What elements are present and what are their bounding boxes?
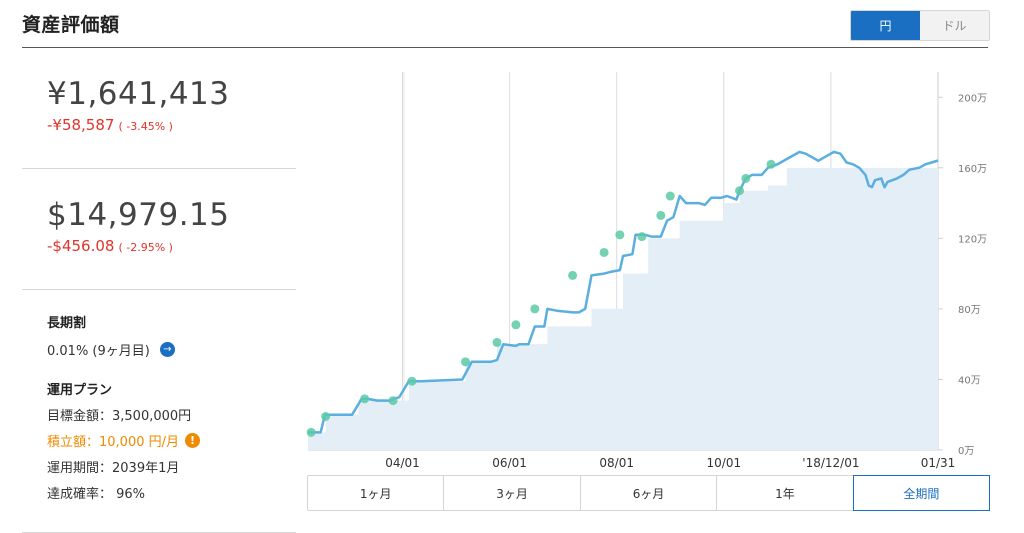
jpy-change: -¥58,587( -3.45% ) xyxy=(47,116,296,134)
page-title: 資産評価額 xyxy=(22,14,120,36)
tab-1-year[interactable]: 1年 xyxy=(717,476,854,510)
deposit-marker xyxy=(388,396,398,406)
tab-3-months[interactable]: 3ヶ月 xyxy=(444,476,581,510)
plan-probability: 達成確率： 96% xyxy=(47,487,146,502)
deposit-marker xyxy=(741,173,751,183)
deposit-marker xyxy=(530,304,540,314)
title-divider xyxy=(22,47,988,48)
x-tick-label: 04/01 xyxy=(385,456,420,470)
x-tick-label: 01/31 xyxy=(921,456,956,470)
plan-section: 長期割 0.01% (9ヶ月目) → 運用プラン 目標金額：3,500,000円… xyxy=(22,290,296,533)
asset-value-line xyxy=(308,150,939,434)
usd-change-pct: ( -2.95% ) xyxy=(118,241,173,254)
deposit-marker xyxy=(360,394,370,404)
x-tick-label: 08/01 xyxy=(599,456,634,470)
currency-jpy-button[interactable]: 円 xyxy=(851,11,920,40)
x-axis-ticks: 04/01 06/01 08/01 10/01 '18/12/01 01/31 xyxy=(385,456,955,470)
deposit-marker xyxy=(599,247,609,257)
chart-markers xyxy=(306,159,776,437)
deposit-marker xyxy=(321,411,331,421)
deposit-marker xyxy=(407,376,417,386)
deposit-marker xyxy=(665,191,675,201)
tab-1-month[interactable]: 1ヶ月 xyxy=(308,476,445,510)
deposit-marker xyxy=(615,230,625,240)
y-axis-ticks: 0万 40万 80万 120万 160万 200万 xyxy=(938,93,987,457)
y-tick-label: 80万 xyxy=(958,305,981,316)
x-tick-label: '18/12/01 xyxy=(802,456,859,470)
y-tick-label: 40万 xyxy=(958,375,981,386)
tab-6-months[interactable]: 6ヶ月 xyxy=(581,476,718,510)
y-tick-label: 160万 xyxy=(958,164,987,175)
currency-usd-button[interactable]: ドル xyxy=(920,11,989,40)
y-tick-label: 200万 xyxy=(958,93,987,104)
y-tick-label: 0万 xyxy=(958,446,974,457)
x-tick-label: 06/01 xyxy=(492,456,527,470)
period-tabs: 1ヶ月 3ヶ月 6ヶ月 1年 全期間 xyxy=(307,475,991,511)
plan-target: 目標金額：3,500,000円 xyxy=(47,409,192,424)
deposit-marker xyxy=(637,232,647,242)
y-tick-label: 120万 xyxy=(958,234,987,245)
jpy-summary: ¥1,641,413 -¥58,587( -3.45% ) xyxy=(22,48,296,169)
plan-title: 運用プラン xyxy=(47,383,113,398)
deposit-marker xyxy=(568,270,578,280)
usd-change: -$456.08( -2.95% ) xyxy=(47,237,296,255)
plan-monthly-row: 積立額：10,000 円/月 ! xyxy=(47,431,296,450)
currency-toggle: 円 ドル xyxy=(850,10,990,41)
deposit-marker xyxy=(735,186,745,196)
deposit-marker xyxy=(306,427,316,437)
long-term-row: 0.01% (9ヶ月目) → xyxy=(47,340,296,359)
plan-monthly: 積立額：10,000 円/月 xyxy=(47,435,179,450)
jpy-change-amount: -¥58,587 xyxy=(47,116,115,134)
deposit-marker xyxy=(492,337,502,347)
long-term-title: 長期割 xyxy=(47,316,87,331)
usd-summary: $14,979.15 -$456.08( -2.95% ) xyxy=(22,169,296,290)
summary-panel: ¥1,641,413 -¥58,587( -3.45% ) $14,979.15… xyxy=(22,48,296,533)
jpy-change-pct: ( -3.45% ) xyxy=(118,120,173,133)
usd-change-amount: -$456.08 xyxy=(47,237,115,255)
deposit-marker xyxy=(656,210,666,220)
x-tick-label: 10/01 xyxy=(707,456,742,470)
jpy-value: ¥1,641,413 xyxy=(47,76,230,112)
asset-chart: 0万 40万 80万 120万 160万 200万 04/01 06/01 08/01 10/0… xyxy=(306,72,987,470)
tab-all-period[interactable]: 全期間 xyxy=(852,475,991,511)
plan-period: 運用期間：2039年1月 xyxy=(47,461,180,476)
warning-icon[interactable]: ! xyxy=(185,433,200,448)
deposit-marker xyxy=(461,357,470,367)
chart-lines xyxy=(308,150,939,434)
arrow-right-icon[interactable]: → xyxy=(159,342,175,357)
deposit-marker xyxy=(511,320,521,330)
usd-value: $14,979.15 xyxy=(47,197,230,233)
deposit-marker xyxy=(766,159,776,169)
long-term-value: 0.01% (9ヶ月目) xyxy=(47,344,150,359)
